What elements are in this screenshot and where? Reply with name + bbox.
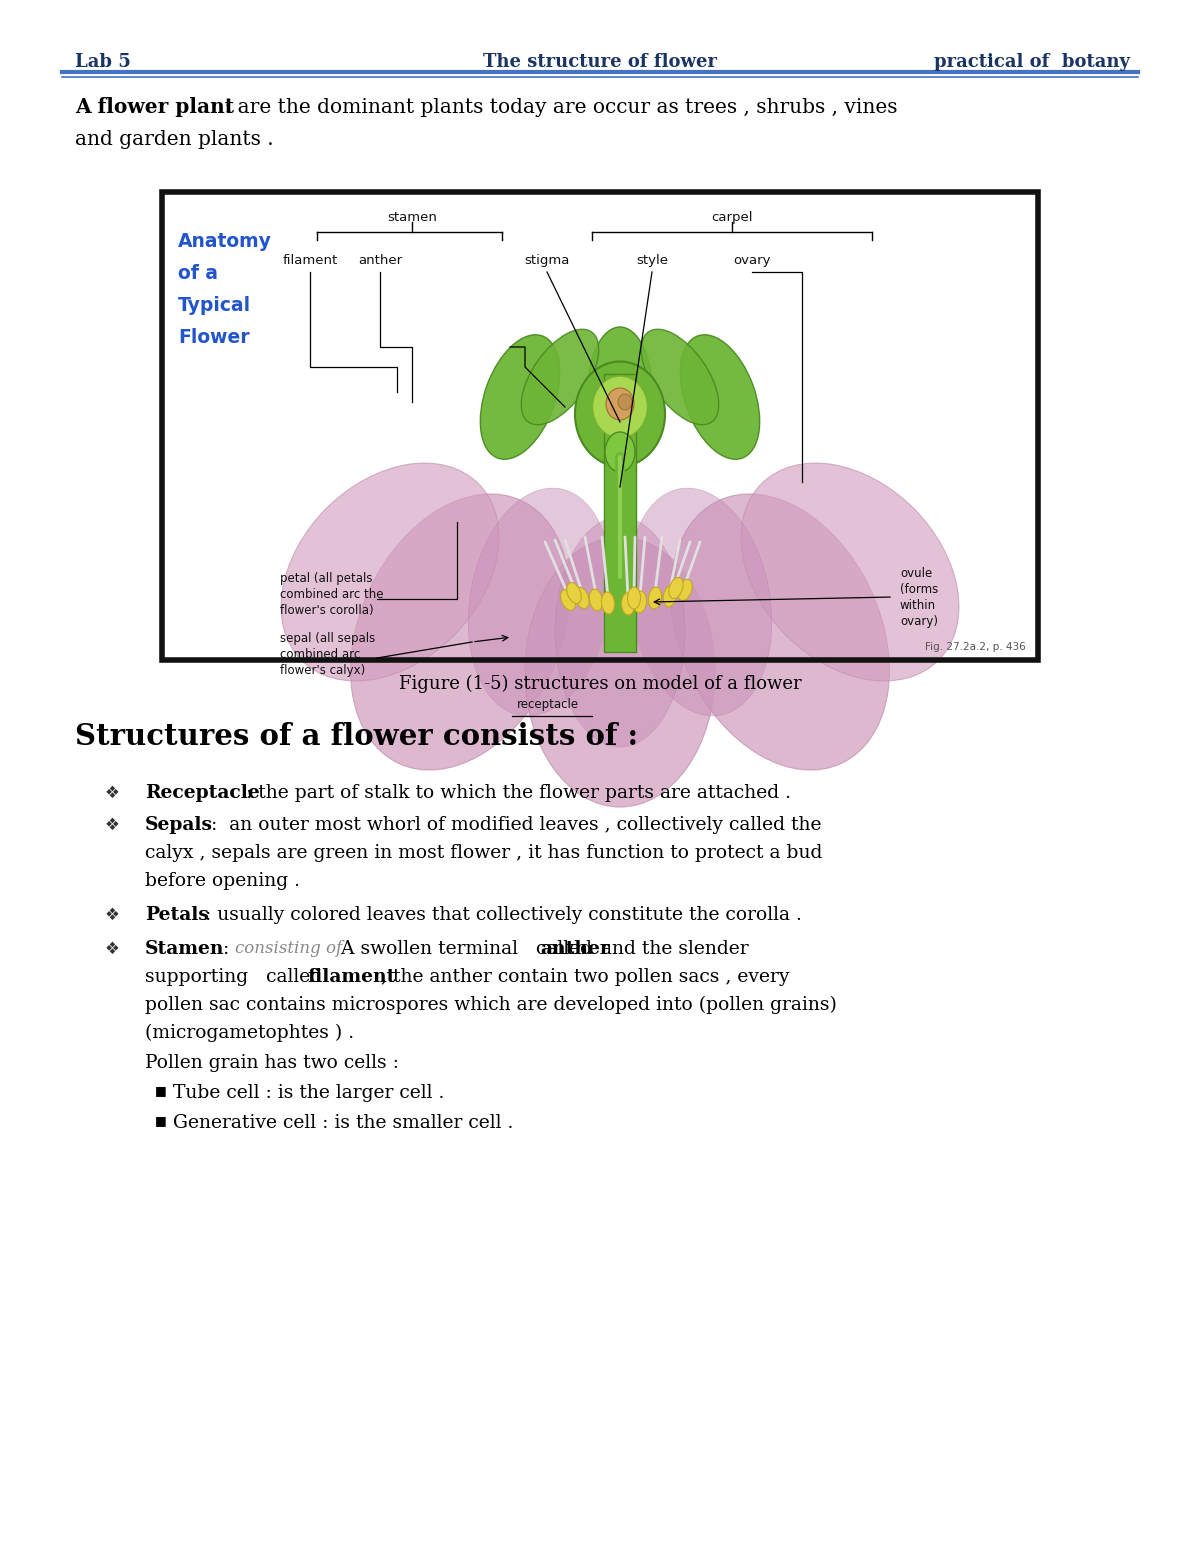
Ellipse shape [634, 592, 647, 613]
Text: stamen: stamen [388, 211, 437, 224]
Ellipse shape [629, 488, 772, 716]
Text: Pollen grain has two cells :: Pollen grain has two cells : [145, 1054, 398, 1072]
Text: sepal (all sepals: sepal (all sepals [280, 632, 376, 644]
Ellipse shape [678, 579, 692, 601]
Text: filament: filament [282, 255, 337, 267]
Text: stigma: stigma [524, 255, 570, 267]
Ellipse shape [468, 488, 612, 716]
Text: A swollen terminal   called: A swollen terminal called [335, 940, 598, 958]
Ellipse shape [601, 592, 614, 613]
Ellipse shape [588, 328, 653, 457]
Text: : usually colored leaves that collectively constitute the corolla .: : usually colored leaves that collective… [199, 905, 802, 924]
Ellipse shape [680, 335, 760, 460]
Ellipse shape [742, 463, 959, 680]
Text: Petals: Petals [145, 905, 209, 924]
Text: ❖: ❖ [106, 940, 120, 958]
Text: Anatomy: Anatomy [178, 231, 272, 252]
Text: :: : [217, 940, 235, 958]
Text: style: style [636, 255, 668, 267]
Text: Stamen: Stamen [145, 940, 224, 958]
Ellipse shape [350, 494, 570, 770]
Text: and garden plants .: and garden plants . [74, 130, 274, 149]
Text: ovule: ovule [900, 567, 932, 579]
Ellipse shape [606, 388, 634, 419]
Text: Figure (1-5) structures on model of a flower: Figure (1-5) structures on model of a fl… [398, 676, 802, 693]
Text: receptacle: receptacle [517, 697, 580, 711]
Text: anther: anther [358, 255, 402, 267]
Text: ❖: ❖ [106, 815, 120, 834]
Text: carpel: carpel [712, 211, 752, 224]
Ellipse shape [281, 463, 499, 680]
Text: supporting   called: supporting called [145, 968, 328, 986]
Ellipse shape [521, 329, 599, 424]
Ellipse shape [575, 362, 665, 466]
Text: practical of  botany: practical of botany [934, 53, 1130, 71]
Text: petal (all petals: petal (all petals [280, 572, 372, 585]
Text: : the part of stalk to which the flower parts are attached .: : the part of stalk to which the flower … [240, 784, 791, 801]
Text: calyx , sepals are green in most flower , it has function to protect a bud: calyx , sepals are green in most flower … [145, 843, 822, 862]
Ellipse shape [526, 537, 715, 808]
Ellipse shape [622, 593, 635, 615]
Ellipse shape [560, 590, 576, 610]
Ellipse shape [554, 517, 685, 747]
Text: Generative cell : is the smaller cell .: Generative cell : is the smaller cell . [173, 1114, 514, 1132]
Text: ❖: ❖ [106, 905, 120, 924]
Text: (microgametophtes ) .: (microgametophtes ) . [145, 1023, 354, 1042]
Ellipse shape [575, 587, 589, 609]
Text: flower's corolla): flower's corolla) [280, 604, 373, 617]
Ellipse shape [589, 589, 602, 610]
Text: ■: ■ [155, 1114, 167, 1127]
Text: before opening .: before opening . [145, 871, 300, 890]
Ellipse shape [668, 578, 683, 598]
Text: Lab 5: Lab 5 [74, 53, 131, 71]
Ellipse shape [566, 582, 581, 604]
Text: A flower plant: A flower plant [74, 96, 234, 116]
Text: flower's calyx): flower's calyx) [280, 665, 365, 677]
Text: Typical: Typical [178, 297, 251, 315]
Ellipse shape [480, 335, 559, 460]
Text: Receptacle: Receptacle [145, 784, 259, 801]
Text: Sepals: Sepals [145, 815, 214, 834]
Text: Structures of a flower consists of :: Structures of a flower consists of : [74, 722, 638, 752]
Text: and the slender: and the slender [595, 940, 749, 958]
Text: filament: filament [307, 968, 395, 986]
Text: combined arc the: combined arc the [280, 589, 384, 601]
Text: Flower: Flower [178, 328, 250, 346]
Ellipse shape [618, 394, 632, 410]
Text: anther: anther [540, 940, 610, 958]
FancyBboxPatch shape [604, 374, 636, 652]
Ellipse shape [605, 432, 635, 472]
Text: within: within [900, 599, 936, 612]
FancyBboxPatch shape [162, 193, 1038, 660]
Text: consisting of: consisting of [235, 940, 342, 957]
Text: combined arc: combined arc [280, 648, 360, 662]
Ellipse shape [671, 494, 889, 770]
Text: (forms: (forms [900, 582, 938, 596]
Text: : are the dominant plants today are occur as trees , shrubs , vines: : are the dominant plants today are occu… [218, 98, 898, 116]
Text: :  an outer most whorl of modified leaves , collectively called the: : an outer most whorl of modified leaves… [205, 815, 822, 834]
Text: ❖: ❖ [106, 784, 120, 801]
Text: The structure of flower: The structure of flower [482, 53, 718, 71]
Ellipse shape [628, 587, 641, 609]
Ellipse shape [641, 329, 719, 424]
Text: pollen sac contains microspores which are developed into (pollen grains): pollen sac contains microspores which ar… [145, 995, 836, 1014]
Text: Fig. 27.2a.2, p. 436: Fig. 27.2a.2, p. 436 [925, 641, 1026, 652]
Text: of a: of a [178, 264, 218, 283]
Text: ovary): ovary) [900, 615, 938, 627]
Ellipse shape [648, 587, 661, 609]
Ellipse shape [664, 585, 677, 607]
Ellipse shape [593, 376, 648, 438]
Text: Tube cell : is the larger cell .: Tube cell : is the larger cell . [173, 1084, 444, 1103]
Text: ■: ■ [155, 1084, 167, 1096]
Text: ovary: ovary [733, 255, 770, 267]
Text: , the anther contain two pollen sacs , every: , the anther contain two pollen sacs , e… [374, 968, 790, 986]
